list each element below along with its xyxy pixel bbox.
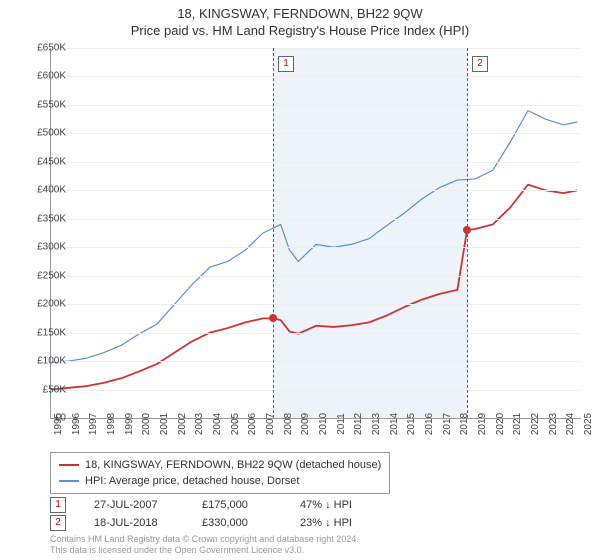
- gridline: [51, 105, 581, 106]
- legend-label-hpi: HPI: Average price, detached house, Dors…: [85, 473, 299, 489]
- sales-date-1: 27-JUL-2007: [94, 496, 174, 514]
- gridline: [51, 133, 581, 134]
- y-axis-label: £300K: [20, 242, 66, 253]
- chart-container: 18, KINGSWAY, FERNDOWN, BH22 9QW Price p…: [0, 0, 600, 560]
- footer-attribution: Contains HM Land Registry data © Crown c…: [50, 534, 359, 556]
- gridline: [51, 190, 581, 191]
- sales-row-1: 1 27-JUL-2007 £175,000 47% ↓ HPI: [50, 496, 352, 514]
- gridline: [51, 162, 581, 163]
- y-axis-label: £200K: [20, 299, 66, 310]
- y-axis-label: £550K: [20, 99, 66, 110]
- y-axis-label: £500K: [20, 128, 66, 139]
- legend-item-property: 18, KINGSWAY, FERNDOWN, BH22 9QW (detach…: [59, 457, 381, 473]
- legend-box: 18, KINGSWAY, FERNDOWN, BH22 9QW (detach…: [50, 452, 390, 494]
- y-axis-label: £100K: [20, 356, 66, 367]
- y-axis-label: £350K: [20, 213, 66, 224]
- legend-swatch-property: [59, 464, 79, 466]
- sales-marker-2: 2: [50, 515, 66, 531]
- gridline: [51, 276, 581, 277]
- gridline: [51, 333, 581, 334]
- y-axis-label: £50K: [20, 384, 66, 395]
- title-address: 18, KINGSWAY, FERNDOWN, BH22 9QW: [0, 6, 600, 21]
- gridline: [51, 48, 581, 49]
- legend-label-property: 18, KINGSWAY, FERNDOWN, BH22 9QW (detach…: [85, 457, 381, 473]
- title-subtitle: Price paid vs. HM Land Registry's House …: [0, 23, 600, 38]
- gridline: [51, 361, 581, 362]
- sale-dot: [463, 226, 471, 234]
- legend-item-hpi: HPI: Average price, detached house, Dors…: [59, 473, 381, 489]
- series-property: [51, 185, 577, 390]
- series-hpi: [51, 111, 577, 363]
- sales-table: 1 27-JUL-2007 £175,000 47% ↓ HPI 2 18-JU…: [50, 496, 352, 532]
- sales-date-2: 18-JUL-2018: [94, 514, 174, 532]
- y-axis-label: £600K: [20, 71, 66, 82]
- gridline: [51, 247, 581, 248]
- sales-price-2: £330,000: [202, 514, 272, 532]
- footer-line-2: This data is licensed under the Open Gov…: [50, 545, 359, 556]
- sales-delta-2: 23% ↓ HPI: [300, 514, 352, 532]
- sales-delta-1: 47% ↓ HPI: [300, 496, 352, 514]
- sale-marker-box: 1: [278, 56, 294, 72]
- footer-line-1: Contains HM Land Registry data © Crown c…: [50, 534, 359, 545]
- y-axis-label: £250K: [20, 270, 66, 281]
- gridline: [51, 390, 581, 391]
- gridline: [51, 76, 581, 77]
- chart-plot-area: 12: [50, 48, 581, 419]
- y-axis-label: £450K: [20, 156, 66, 167]
- chart-svg: [51, 48, 581, 418]
- y-axis-label: £400K: [20, 185, 66, 196]
- y-axis-label: £150K: [20, 327, 66, 338]
- sale-marker-box: 2: [472, 56, 488, 72]
- y-axis-label: £650K: [20, 43, 66, 54]
- legend-swatch-hpi: [59, 480, 79, 482]
- sale-dot: [269, 314, 277, 322]
- title-block: 18, KINGSWAY, FERNDOWN, BH22 9QW Price p…: [0, 0, 600, 38]
- sale-vline: [273, 48, 274, 418]
- gridline: [51, 304, 581, 305]
- sales-marker-1: 1: [50, 497, 66, 513]
- sales-row-2: 2 18-JUL-2018 £330,000 23% ↓ HPI: [50, 514, 352, 532]
- gridline: [51, 219, 581, 220]
- sales-price-1: £175,000: [202, 496, 272, 514]
